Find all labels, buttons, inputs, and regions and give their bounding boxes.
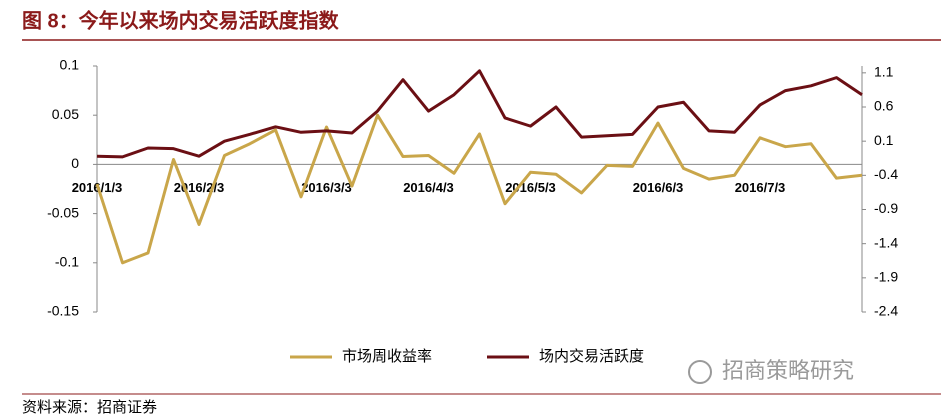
y2-tick-label: -0.9 xyxy=(874,200,898,216)
series-line xyxy=(96,69,863,159)
y2-tick-label: -2.4 xyxy=(874,303,898,319)
y2-tick-label: 0.1 xyxy=(874,132,894,148)
legend-label: 场内交易活跃度 xyxy=(539,347,644,365)
x-tick-label: 2016/4/3 xyxy=(403,180,454,195)
x-tick-label: 2016/6/3 xyxy=(633,180,684,195)
y-tick-label: -0.1 xyxy=(55,254,79,270)
watermark-icon xyxy=(688,360,712,384)
y2-tick-label: -0.4 xyxy=(874,166,898,182)
y2-tick-label: -1.9 xyxy=(874,269,898,285)
x-tick-label: 2016/7/3 xyxy=(735,180,786,195)
y2-tick-label: -1.4 xyxy=(874,234,898,250)
source: 资料来源：招商证券 xyxy=(22,399,157,416)
x-tick-label: 2016/5/3 xyxy=(505,180,556,195)
y2-tick-label: 0.6 xyxy=(874,98,894,114)
x-tick-label: 2016/3/3 xyxy=(301,180,352,195)
y-tick-label: 0.1 xyxy=(60,57,80,73)
y-tick-label: -0.05 xyxy=(47,204,79,220)
legend-label: 市场周收益率 xyxy=(342,348,432,365)
y-tick-label: -0.15 xyxy=(47,303,79,319)
series-line xyxy=(95,113,863,265)
watermark: 招商策略研究 xyxy=(722,358,854,383)
y-tick-label: 0.05 xyxy=(52,106,79,122)
y2-tick-label: 1.1 xyxy=(874,64,894,80)
chart-title: 图 8：今年以来场内交易活跃度指数 xyxy=(22,8,340,32)
y-tick-label: 0 xyxy=(71,155,79,171)
